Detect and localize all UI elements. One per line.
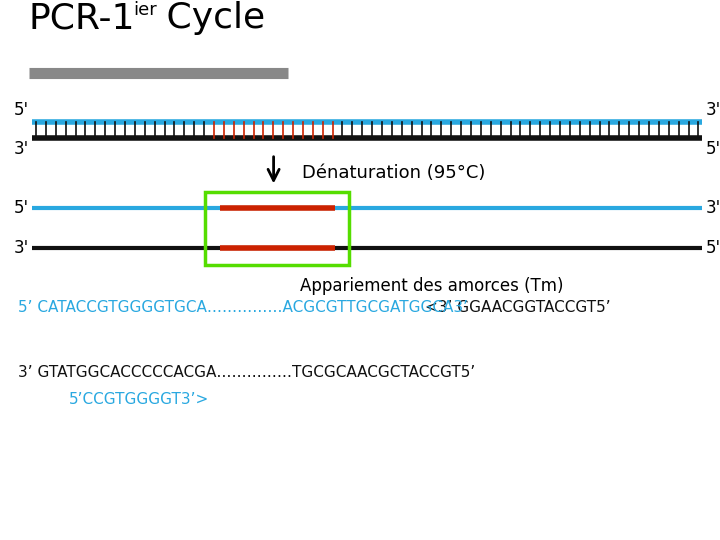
Text: 3': 3' [706,101,720,119]
Text: 3': 3' [706,199,720,217]
Text: 5': 5' [706,140,720,158]
Text: PCR-1: PCR-1 [29,1,135,35]
Text: Appariement des amorces (Tm): Appariement des amorces (Tm) [300,277,564,295]
Text: 5’CCGTGGGGT3’>: 5’CCGTGGGGT3’> [68,392,209,407]
Text: 3': 3' [14,239,29,258]
Bar [205,192,349,265]
Text: 3': 3' [14,140,29,158]
Text: 5': 5' [706,239,720,258]
Text: 5': 5' [14,101,29,119]
Text: 3’ GTATGGCACCCCCACGA……………TGCGCAACGCTACCGT5’: 3’ GTATGGCACCCCCACGA……………TGCGCAACGCTACCG… [18,365,475,380]
Text: Dénaturation (95°C): Dénaturation (95°C) [302,164,486,182]
Text: 5': 5' [14,199,29,217]
Text: 5’ CATACCGTGGGGTGCA……………ACGCGTTGCGATGGCA3’: 5’ CATACCGTGGGGTGCA……………ACGCGTTGCGATGGCA… [18,300,468,315]
Text: <3’ GGAACGGTACCGT5’: <3’ GGAACGGTACCGT5’ [425,300,611,315]
Text: Cycle: Cycle [155,1,265,35]
Text: ier: ier [133,1,157,19]
